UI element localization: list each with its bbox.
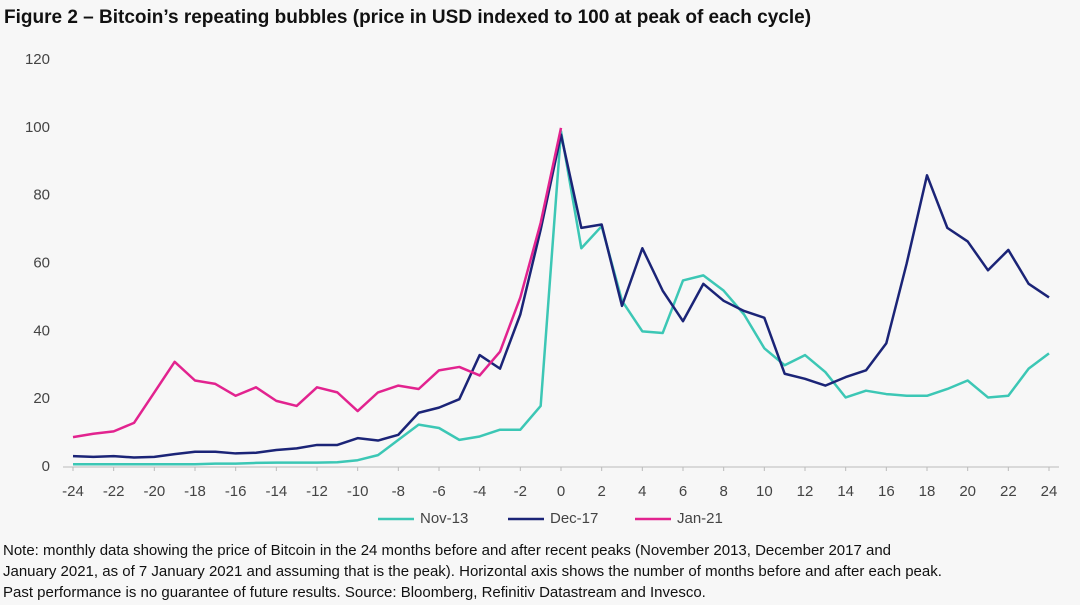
series-line xyxy=(73,129,1050,466)
legend-label: Jan-21 xyxy=(677,510,723,527)
x-tick-label: 10 xyxy=(756,483,773,500)
x-tick-label: 0 xyxy=(557,483,565,500)
x-tick-label: -20 xyxy=(143,483,165,500)
x-tick-label: 18 xyxy=(919,483,936,500)
x-tick-label: 12 xyxy=(797,483,814,500)
y-tick-label: 120 xyxy=(25,51,50,68)
x-tick-label: -16 xyxy=(225,483,247,500)
x-tick-label: -22 xyxy=(103,483,125,500)
x-tick-label: -24 xyxy=(62,483,84,500)
y-tick-label: 100 xyxy=(25,119,50,136)
legend-label: Dec-17 xyxy=(550,510,598,527)
x-tick-label: -6 xyxy=(432,483,445,500)
y-tick-label: 80 xyxy=(33,187,50,204)
note-line: Note: monthly data showing the price of … xyxy=(3,542,891,559)
series-line xyxy=(72,127,563,439)
x-tick-label: 16 xyxy=(878,483,895,500)
x-tick-label: 22 xyxy=(1000,483,1017,500)
x-tick-label: 4 xyxy=(638,483,646,500)
x-tick-label: -10 xyxy=(347,483,369,500)
x-tick-label: -4 xyxy=(473,483,486,500)
x-tick-label: -18 xyxy=(184,483,206,500)
x-tick-label: 20 xyxy=(959,483,976,500)
x-tick-label: 2 xyxy=(597,483,605,500)
x-tick-label: 14 xyxy=(837,483,854,500)
x-tick-label: -14 xyxy=(265,483,287,500)
series-line xyxy=(72,133,1050,459)
y-tick-label: 40 xyxy=(33,322,50,339)
x-tick-label: -8 xyxy=(392,483,405,500)
note-line: Past performance is no guarantee of futu… xyxy=(3,584,706,601)
x-tick-label: -2 xyxy=(514,483,527,500)
note-line: January 2021, as of 7 January 2021 and a… xyxy=(3,563,942,580)
x-tick-label: 24 xyxy=(1041,483,1058,500)
chart-title: Figure 2 – Bitcoin’s repeating bubbles (… xyxy=(4,7,811,28)
y-tick-label: 0 xyxy=(42,458,50,475)
legend-label: Nov-13 xyxy=(420,510,468,527)
x-tick-label: -12 xyxy=(306,483,328,500)
y-tick-label: 60 xyxy=(33,254,50,271)
y-tick-label: 20 xyxy=(33,390,50,407)
x-tick-label: 8 xyxy=(719,483,727,500)
x-tick-label: 6 xyxy=(679,483,687,500)
